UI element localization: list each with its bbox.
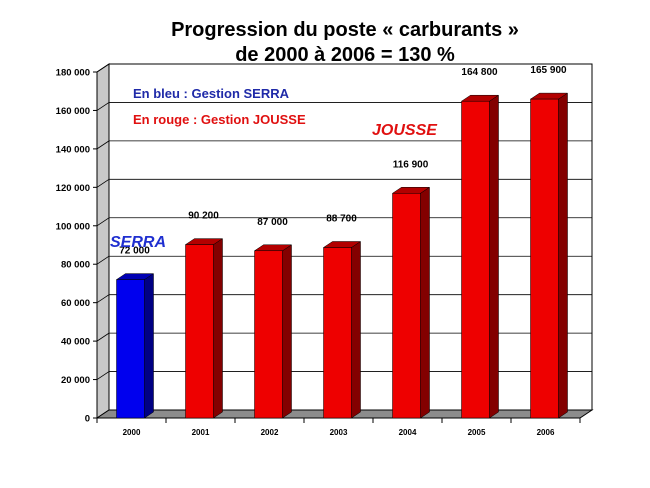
- bar-side: [213, 238, 223, 419]
- bar-front: [392, 193, 421, 419]
- y-tick-label: 160 000: [56, 106, 90, 117]
- bar-2003: [322, 241, 362, 419]
- value-label: 88 700: [326, 213, 357, 224]
- legend-red-text: En rouge : Gestion JOUSSE: [133, 112, 306, 127]
- legend-blue-text: En bleu : Gestion SERRA: [133, 86, 290, 101]
- bar-side: [489, 94, 499, 419]
- value-labels: 72 000 90 200 87 000 88 700 116 900 164 800 16…: [119, 65, 567, 256]
- bar-side: [351, 241, 361, 419]
- y-tick-label: 60 000: [61, 298, 90, 309]
- bar-front: [461, 100, 490, 419]
- bar-2006: [529, 92, 569, 419]
- y-axis: 0 20 000 40 000 60 000 80 000 100 000 120 000 1…: [56, 68, 98, 425]
- y-tick-label: 120 000: [56, 183, 90, 194]
- bar-side: [144, 273, 154, 419]
- gridline-side: [96, 140, 110, 150]
- chart-title: Progression du poste « carburants »: [171, 19, 519, 41]
- gridline-side: [96, 294, 110, 303]
- serra-annotation: SERRA: [110, 234, 166, 251]
- x-tick-label: 2000: [123, 428, 141, 437]
- y-tick-label: 0: [85, 414, 90, 425]
- value-label: 87 000: [257, 217, 288, 228]
- bar-side: [558, 92, 568, 419]
- bar-front: [254, 250, 283, 419]
- bars: [115, 92, 569, 419]
- chart-subtitle: de 2000 à 2006 = 130 %: [235, 44, 455, 66]
- bar-2002: [253, 244, 293, 419]
- value-label: 72 000: [119, 246, 150, 257]
- bar-front: [185, 244, 214, 419]
- x-tick-label: 2005: [468, 428, 486, 437]
- x-axis: 2000 2001 2002 2003 2004 2005 2006: [96, 417, 581, 437]
- gridline-side: [96, 217, 110, 227]
- bar-2000: [115, 273, 155, 419]
- bar-front: [116, 279, 145, 419]
- value-label: 164 800: [461, 67, 498, 78]
- bar-side: [282, 244, 292, 419]
- gridline-side: [96, 102, 110, 111]
- gridline-side: [96, 179, 110, 188]
- y-tick-label: 80 000: [61, 260, 90, 271]
- y-tick-label: 40 000: [61, 337, 90, 348]
- bar-side: [420, 186, 430, 419]
- bar-front: [530, 98, 559, 419]
- gridline-side: [96, 332, 110, 342]
- plot-side-wall: [96, 63, 110, 419]
- gridline-side: [96, 371, 110, 380]
- gridline-side: [96, 63, 110, 73]
- y-tick-label: 180 000: [56, 68, 90, 79]
- bar-2005: [460, 94, 500, 419]
- y-tick-label: 20 000: [61, 375, 90, 386]
- gridline-side: [96, 255, 110, 265]
- x-tick-label: 2004: [399, 428, 417, 437]
- bar-2001: [184, 238, 224, 419]
- x-tick-label: 2001: [192, 428, 210, 437]
- value-label: 90 200: [188, 211, 219, 222]
- bar-2004: [391, 186, 431, 419]
- y-tick-label: 100 000: [56, 221, 90, 232]
- jousse-annotation: JOUSSE: [372, 122, 438, 139]
- y-tick-label: 140 000: [56, 144, 90, 155]
- value-label: 116 900: [393, 159, 429, 170]
- x-tick-label: 2002: [261, 428, 279, 437]
- x-tick-label: 2006: [537, 428, 555, 437]
- value-label: 165 900: [530, 65, 567, 76]
- x-tick-label: 2003: [330, 428, 348, 437]
- bar-front: [323, 247, 352, 419]
